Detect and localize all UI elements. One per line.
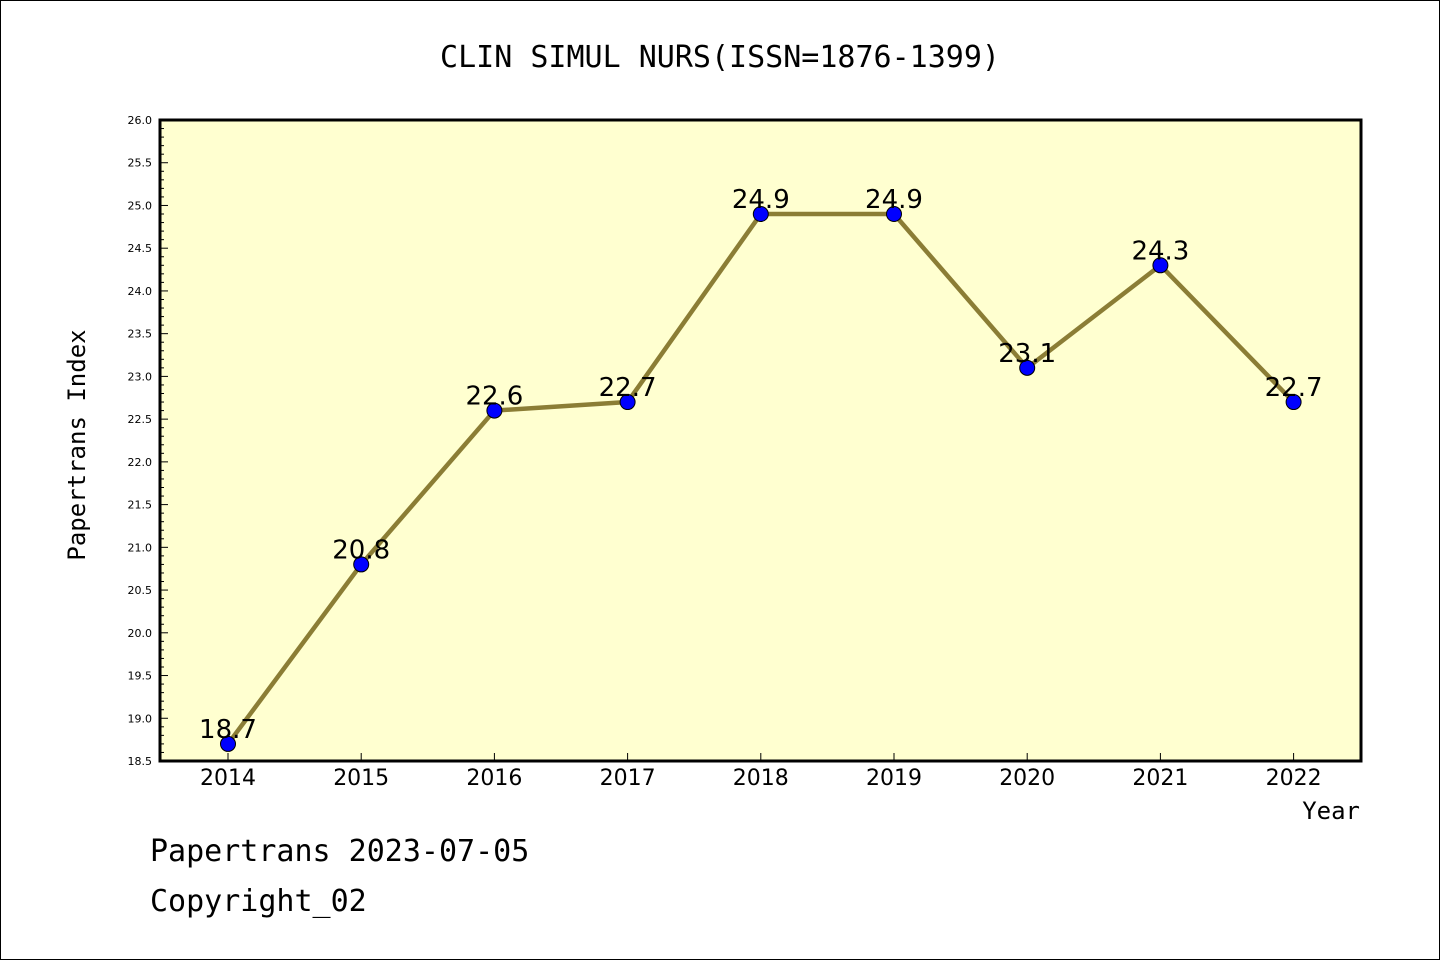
y-tick-label: 21.5: [128, 499, 153, 512]
x-tick-label: 2017: [600, 766, 656, 791]
y-tick-label: 23.5: [128, 328, 153, 341]
y-tick-label: 20.5: [128, 584, 153, 597]
footer-copyright-line: Copyright_02: [150, 884, 367, 919]
y-tick-label: 22.0: [128, 456, 153, 469]
data-label: 22.7: [1265, 373, 1323, 403]
y-tick-label: 18.5: [128, 755, 153, 768]
y-tick-label: 22.5: [128, 413, 153, 426]
data-point: [1285, 394, 1302, 411]
x-tick-label: 2018: [733, 766, 789, 791]
data-point: [353, 556, 370, 573]
x-tick-label: 2019: [866, 766, 922, 791]
x-tick-label: 2022: [1266, 766, 1322, 791]
y-axis: 18.5 19.0 19.5 20.0 20.5 21.0 21.5 22.0 22.5 23.0…: [128, 114, 168, 768]
data-point: [1152, 257, 1169, 274]
y-tick-label: 19.0: [128, 712, 153, 725]
data-point: [1019, 359, 1036, 376]
data-label: 18.7: [199, 715, 257, 745]
x-tick-label: 2015: [333, 766, 389, 791]
data-label: 24.3: [1131, 236, 1189, 266]
y-tick-label: 23.0: [128, 370, 153, 383]
data-point: [220, 735, 236, 752]
data-label: 23.1: [998, 339, 1056, 369]
footer-date-line: Papertrans 2023-07-05: [150, 834, 530, 869]
data-point: [752, 206, 769, 223]
x-tick-label: 2016: [466, 766, 522, 791]
x-tick-label: 2021: [1132, 766, 1188, 791]
y-tick-label: 19.5: [128, 670, 153, 683]
y-axis-title: Papertrans Index: [63, 329, 91, 560]
y-tick-label: 24.5: [128, 242, 153, 255]
x-tick-label: 2020: [999, 766, 1055, 791]
data-point: [486, 402, 503, 419]
y-tick-label: 24.0: [128, 285, 153, 298]
data-label: 24.9: [732, 185, 790, 215]
x-tick-label: 2014: [200, 766, 256, 791]
markers-group: [220, 206, 1302, 752]
y-tick-label: 25.0: [128, 199, 153, 212]
chart-title: CLIN SIMUL NURS(ISSN=1876-1399): [440, 40, 1000, 75]
y-tick-label: 26.0: [128, 114, 153, 127]
y-tick-label: 20.0: [128, 627, 153, 640]
data-label: 22.6: [465, 382, 523, 412]
data-point: [886, 206, 902, 223]
x-axis: 2014 2015 2016 2017 2018 2019 2020 2021 2022: [200, 753, 1322, 791]
data-label: 22.7: [599, 373, 657, 403]
x-axis-title: Year: [1302, 797, 1360, 825]
data-label: 20.8: [332, 535, 390, 565]
data-label: 24.9: [865, 185, 923, 215]
y-tick-label: 21.0: [128, 541, 153, 554]
data-point: [619, 394, 636, 411]
data-labels-group: 18.7 20.8 22.6 22.7 24.9 24.9 23.1 24.3 22.7: [199, 185, 1322, 745]
y-tick-label: 25.5: [128, 157, 153, 170]
plot-area: [158, 118, 1363, 763]
